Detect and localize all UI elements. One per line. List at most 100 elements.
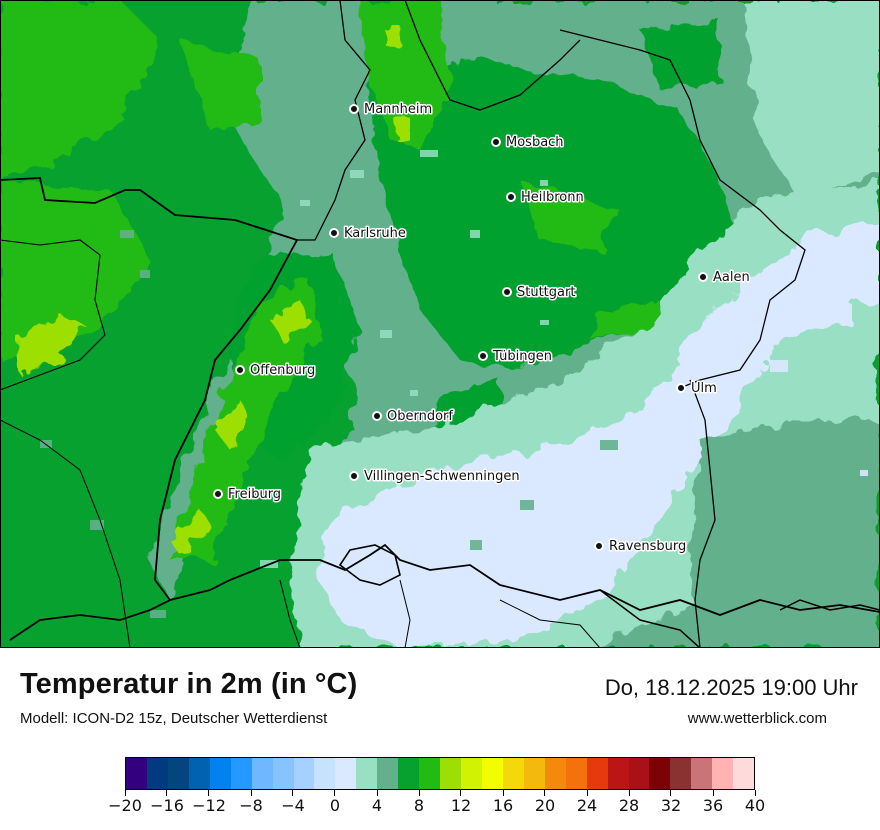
colorbar-tick-label: 8 [413, 796, 425, 815]
city-aalen[interactable]: Aalen [698, 269, 751, 287]
colorbar-segment [335, 758, 357, 789]
colorbar-tick-label: −4 [281, 796, 305, 815]
temperature-map[interactable]: Mannheim Mosbach Heilbronn Karlsruhe Aal… [0, 0, 880, 648]
colorbar-segment [523, 758, 545, 789]
colorbar-tick-label: −12 [192, 796, 226, 815]
temperature-field [0, 0, 880, 647]
colorbar-tick [460, 790, 462, 796]
colorbar-tick [292, 790, 294, 796]
city-freiburg[interactable]: Freiburg [213, 486, 283, 504]
svg-text:Heilbronn: Heilbronn [521, 190, 584, 205]
colorbar-segment [167, 758, 189, 789]
svg-text:Aalen: Aalen [713, 270, 750, 285]
colorbar-segment [502, 758, 524, 789]
colorbar-segment [440, 758, 461, 789]
colorbar-tick [712, 790, 714, 796]
country-borders [0, 0, 880, 647]
city-mosbach[interactable]: Mosbach [491, 134, 565, 152]
model-source: Modell: ICON-D2 15z, Deutscher Wetterdie… [20, 710, 328, 727]
temperature-colorbar [125, 757, 755, 790]
colorbar-tick-label: 4 [371, 796, 383, 815]
colorbar-segment [607, 758, 629, 789]
colorbar-tick [754, 790, 756, 796]
colorbar-segment [691, 758, 713, 789]
colorbar-tick [418, 790, 420, 796]
city-stuttgart[interactable]: Stuttgart [502, 284, 577, 302]
colorbar-tick-label: 12 [450, 796, 472, 815]
colorbar-ticks: −20 −16 −12 −8 −4 0 4 8 12 16 20 24 28 32 36 40 [108, 790, 765, 820]
city-offenburg[interactable]: Offenburg [235, 362, 317, 380]
colorbar-tick-label: −16 [150, 796, 184, 815]
colorbar-tick [376, 790, 378, 796]
colorbar-tick-label: 32 [660, 796, 682, 815]
colorbar-segment [293, 758, 315, 789]
colorbar-segment [670, 758, 692, 789]
warm-spots [15, 25, 410, 555]
colorbar-segment [126, 758, 147, 789]
colorbar-tick-label: 28 [618, 796, 640, 815]
colorbar-tick-label: −8 [239, 796, 263, 815]
colorbar-segment [481, 758, 503, 789]
map-canvas: Mannheim Mosbach Heilbronn Karlsruhe Aal… [0, 0, 880, 647]
colorbar-segment [146, 758, 168, 789]
svg-text:Ravensburg: Ravensburg [609, 539, 686, 554]
colorbar-segment [209, 758, 231, 789]
colorbar-segment [649, 758, 671, 789]
colorbar-segment [565, 758, 587, 789]
colorbar-tick [250, 790, 252, 796]
city-mannheim[interactable]: Mannheim [349, 101, 434, 119]
svg-text:Stuttgart: Stuttgart [517, 285, 575, 300]
city-ulm[interactable]: Ulm [676, 380, 718, 398]
colorbar-segment [628, 758, 650, 789]
colorbar-tick-label: 0 [329, 796, 341, 815]
colorbar-segment [544, 758, 566, 789]
colorbar-segment [712, 758, 734, 789]
colorbar-segment [419, 758, 441, 789]
colorbar-tick [334, 790, 336, 796]
colorbar-tick-label: 36 [702, 796, 724, 815]
colorbar-tick [124, 790, 126, 796]
colorbar-tick [544, 790, 546, 796]
svg-text:Offenburg: Offenburg [250, 363, 315, 378]
colorbar-segment [377, 758, 399, 789]
svg-text:Freiburg: Freiburg [228, 487, 281, 502]
colorbar-tick-label: −20 [108, 796, 142, 815]
city-karlsruhe[interactable]: Karlsruhe [329, 225, 407, 243]
city-tuebingen[interactable]: Tübingen [478, 348, 554, 366]
svg-text:Mannheim: Mannheim [364, 102, 432, 117]
colorbar-tick-label: 20 [534, 796, 556, 815]
colorbar-tick [586, 790, 588, 796]
forecast-datetime: Do, 18.12.2025 19:00 Uhr [604, 675, 858, 700]
colorbar-tick [502, 790, 504, 796]
colorbar-segment [586, 758, 608, 789]
svg-text:Villingen-Schwenningen: Villingen-Schwenningen [364, 469, 520, 484]
svg-text:Mosbach: Mosbach [506, 135, 564, 150]
colorbar-tick [670, 790, 672, 796]
city-ravensburg[interactable]: Ravensburg [594, 538, 688, 556]
colorbar-segment [251, 758, 273, 789]
colorbar-segment [314, 758, 336, 789]
chart-title: Temperatur in 2m (in °C) [20, 668, 358, 700]
colorbar-segment [356, 758, 378, 789]
colorbar-segment [230, 758, 252, 789]
city-villingen-schwenningen[interactable]: Villingen-Schwenningen [349, 468, 521, 486]
city-heilbronn[interactable]: Heilbronn [506, 189, 585, 207]
colorbar-tick [628, 790, 630, 796]
colorbar-segment [188, 758, 210, 789]
svg-text:Ulm: Ulm [691, 381, 717, 396]
colorbar-tick-label: 40 [744, 796, 766, 815]
colorbar-segment [272, 758, 294, 789]
colorbar-tick-label: 24 [576, 796, 598, 815]
colorbar-segment [733, 758, 755, 789]
colorbar-tick [208, 790, 210, 796]
svg-text:Tübingen: Tübingen [492, 349, 552, 364]
website-link[interactable]: www.wetterblick.com [687, 710, 827, 727]
colorbar-segment [461, 758, 482, 789]
colorbar-segment [398, 758, 420, 789]
svg-text:Oberndorf: Oberndorf [387, 409, 453, 424]
city-oberndorf[interactable]: Oberndorf [372, 408, 455, 426]
city-markers: Mannheim Mosbach Heilbronn Karlsruhe Aal… [213, 101, 751, 556]
svg-text:Karlsruhe: Karlsruhe [344, 226, 406, 241]
colorbar-tick [166, 790, 168, 796]
colorbar-tick-label: 16 [492, 796, 514, 815]
